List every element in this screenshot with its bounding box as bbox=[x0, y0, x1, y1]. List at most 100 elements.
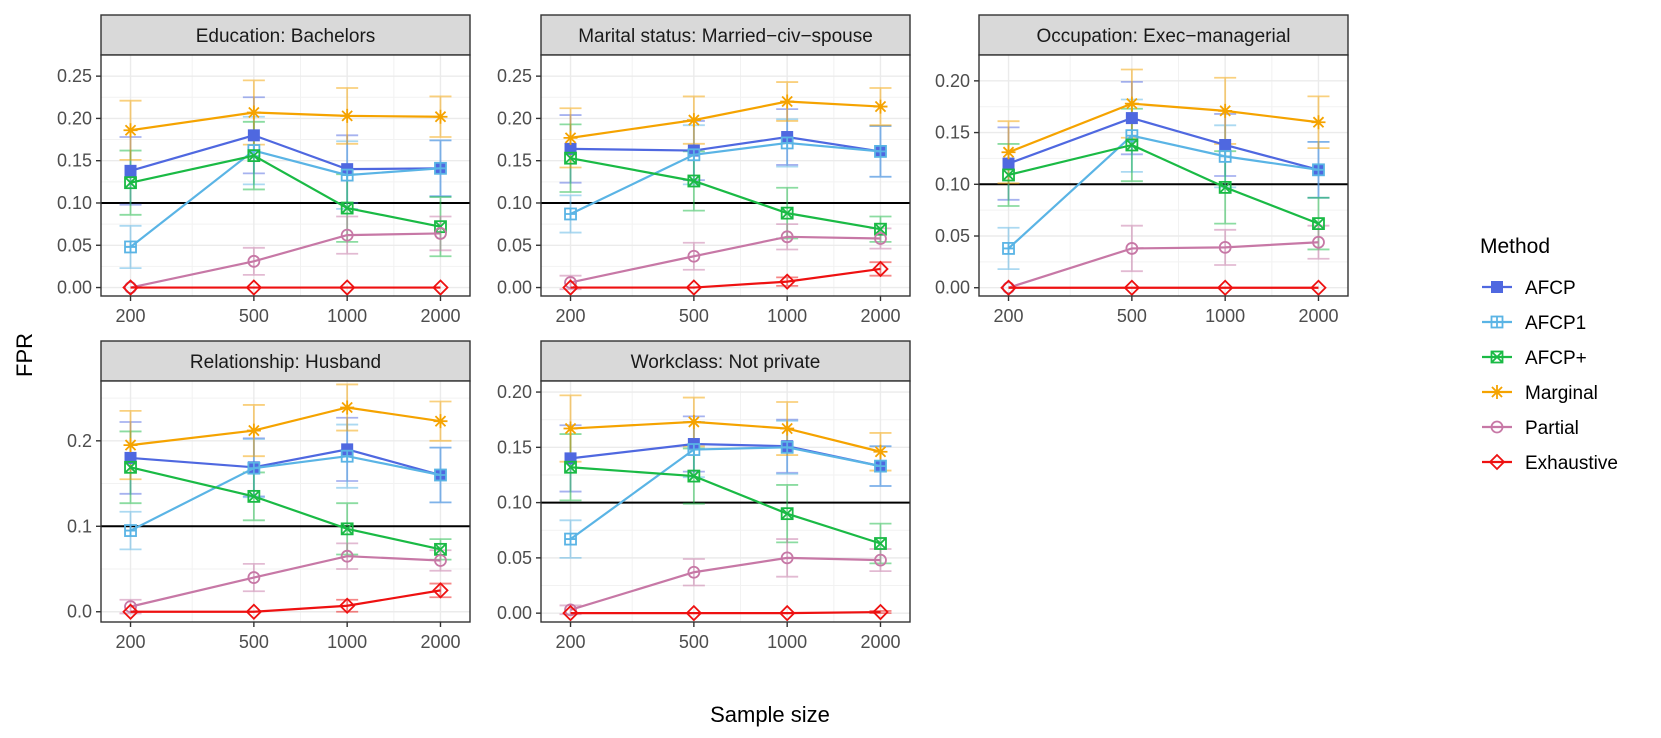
y-tick-label: 0.10 bbox=[935, 174, 970, 194]
point-exhaustive bbox=[1216, 279, 1234, 296]
x-tick-label: 1000 bbox=[767, 632, 807, 652]
point-exhaustive bbox=[338, 597, 356, 615]
point-afcp1 bbox=[874, 144, 887, 158]
point-afcp1 bbox=[247, 461, 261, 475]
panel-strip bbox=[978, 14, 1349, 56]
legend-label: Partial bbox=[1525, 418, 1579, 439]
point-partial bbox=[874, 553, 887, 567]
y-tick-label: 0.15 bbox=[497, 151, 532, 171]
panel-background bbox=[541, 55, 910, 296]
point-afcp1 bbox=[1002, 242, 1015, 255]
legend-title: Method bbox=[1480, 235, 1550, 258]
point-afcp1 bbox=[340, 449, 354, 463]
legend-key-marker bbox=[1490, 420, 1504, 434]
point-afcp bbox=[1002, 157, 1015, 170]
point-marginal bbox=[1124, 96, 1139, 111]
point-marginal bbox=[340, 108, 355, 123]
x-tick-label: 1000 bbox=[327, 306, 367, 326]
series-line-afcp bbox=[1008, 143, 1319, 225]
point-afcp bbox=[247, 129, 260, 142]
x-tick-label: 500 bbox=[1117, 306, 1147, 326]
point-afcp bbox=[1219, 138, 1232, 151]
point-marginal bbox=[563, 130, 578, 145]
x-tick-label: 200 bbox=[115, 306, 145, 326]
point-marginal bbox=[873, 99, 888, 114]
x-tick-label: 2000 bbox=[420, 632, 460, 652]
point-exhaustive bbox=[122, 279, 139, 296]
x-tick-label: 2000 bbox=[1298, 306, 1338, 326]
panel-title: Education: Bachelors bbox=[196, 26, 376, 47]
legend-key-marker bbox=[1488, 453, 1506, 471]
y-tick-label: 0.15 bbox=[497, 437, 532, 457]
point-afcp bbox=[1218, 180, 1232, 194]
legend-label: Exhaustive bbox=[1525, 453, 1618, 474]
y-tick-label: 0.0 bbox=[67, 602, 92, 622]
point-afcp bbox=[1125, 112, 1138, 125]
series-line-afcp bbox=[130, 448, 441, 477]
panel-border bbox=[100, 54, 471, 297]
x-tick-label: 500 bbox=[679, 632, 709, 652]
series-line-marginal bbox=[1008, 102, 1319, 154]
point-afcp1 bbox=[340, 168, 354, 182]
point-marginal bbox=[780, 94, 795, 109]
y-tick-label: 0.05 bbox=[497, 548, 532, 568]
point-afcp1 bbox=[124, 524, 137, 537]
x-tick-label: 1000 bbox=[327, 632, 367, 652]
y-tick-label: 0.15 bbox=[935, 123, 970, 143]
series-line-exhaustive bbox=[570, 610, 881, 615]
y-tick-label: 0.05 bbox=[57, 235, 92, 255]
panel-plot-area bbox=[101, 55, 470, 296]
panel-title: Workclass: Not private bbox=[631, 352, 821, 373]
point-afcp bbox=[564, 151, 577, 165]
point-exhaustive bbox=[1123, 279, 1141, 296]
point-marginal bbox=[1218, 103, 1233, 118]
panel-background bbox=[979, 55, 1348, 296]
legend-label: Marginal bbox=[1525, 383, 1598, 404]
point-partial bbox=[1312, 235, 1325, 249]
x-tick-label: 2000 bbox=[860, 632, 900, 652]
panel-background bbox=[101, 381, 470, 622]
series-line-exhaustive bbox=[130, 589, 441, 613]
point-partial bbox=[780, 230, 794, 244]
point-marginal bbox=[340, 400, 355, 415]
x-tick-label: 2000 bbox=[420, 306, 460, 326]
point-partial bbox=[247, 571, 261, 584]
panel-strip bbox=[540, 340, 911, 382]
panel-border bbox=[100, 380, 471, 623]
series-line-afcp bbox=[130, 466, 441, 551]
point-marginal bbox=[780, 421, 795, 436]
point-afcp bbox=[1125, 138, 1139, 152]
panel-title: Occupation: Exec−managerial bbox=[1036, 26, 1290, 47]
point-afcp bbox=[1312, 217, 1325, 230]
series-line-partial bbox=[570, 556, 881, 611]
legend-entry-marginal: Marginal bbox=[1482, 383, 1598, 404]
x-tick-label: 1000 bbox=[767, 306, 807, 326]
point-marginal bbox=[433, 109, 448, 124]
point-afcp1 bbox=[1218, 149, 1232, 163]
point-partial bbox=[434, 227, 447, 240]
panel-plot-area bbox=[101, 381, 470, 622]
point-marginal bbox=[246, 105, 261, 120]
x-tick-label: 200 bbox=[555, 306, 585, 326]
panel-border bbox=[540, 380, 911, 623]
panel-background bbox=[541, 381, 910, 622]
legend-entry-partial: Partial bbox=[1482, 418, 1579, 439]
point-afcp bbox=[780, 206, 794, 220]
point-exhaustive bbox=[562, 279, 579, 296]
point-afcp bbox=[687, 174, 701, 188]
legend-key-marker bbox=[1491, 281, 1503, 293]
y-tick-label: 0.25 bbox=[497, 66, 532, 86]
point-afcp bbox=[434, 542, 447, 556]
y-tick-label: 0.15 bbox=[57, 151, 92, 171]
point-exhaustive bbox=[1310, 279, 1327, 296]
point-exhaustive bbox=[432, 279, 449, 296]
point-afcp bbox=[780, 507, 794, 521]
panel-plot-area bbox=[979, 55, 1348, 296]
point-partial bbox=[434, 554, 447, 567]
panel-strip bbox=[100, 14, 471, 56]
legend-entry-afcp1: AFCP1 bbox=[1482, 313, 1586, 334]
point-afcp1 bbox=[687, 443, 701, 456]
series-line-partial bbox=[1008, 241, 1319, 289]
series-line-afcp bbox=[130, 154, 441, 228]
